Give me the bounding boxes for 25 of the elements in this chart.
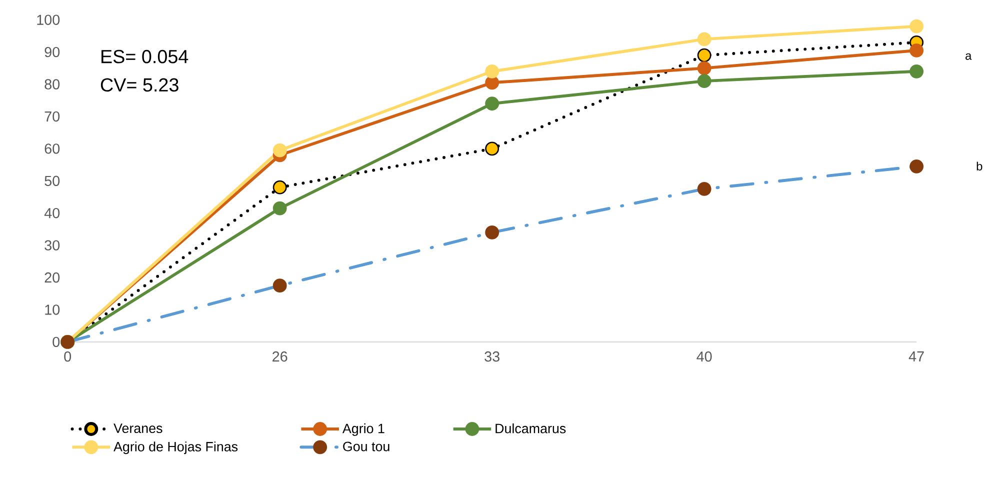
y-tick-label: 60 [44,144,60,154]
text: a [966,53,972,60]
x-tick-label: 40 [696,351,712,362]
x-tick-label: 33 [484,351,500,362]
annotation: CV= 5.23 [100,78,178,92]
legend-label: Veranes [114,424,162,433]
legend-label: Agrio de Hojas Finas [114,442,238,454]
legend-label: Agrio 1 [342,423,384,436]
y-tick-label: 80 [44,79,60,90]
y-tick-label: 40 [44,208,60,218]
y-tick-label: 0 [52,336,60,348]
x-tick-label: 47 [908,351,924,362]
y-tick-label: 70 [44,111,60,122]
legend-label: Dulcamarus [496,423,566,434]
x-tick-label: 0 [64,351,72,362]
text: b [976,162,982,170]
y-tick-label: 20 [44,272,60,283]
y-tick-label: 50 [44,176,60,186]
x-tick-label: 26 [272,351,288,362]
annotation: ES= 0.054 [102,50,188,64]
y-tick-label: 100 [37,14,60,25]
y-tick-label: 10 [45,304,60,315]
legend-label: Gou tou [343,442,390,452]
y-tick-label: 30 [44,240,60,250]
y-tick-label: 90 [44,46,60,58]
